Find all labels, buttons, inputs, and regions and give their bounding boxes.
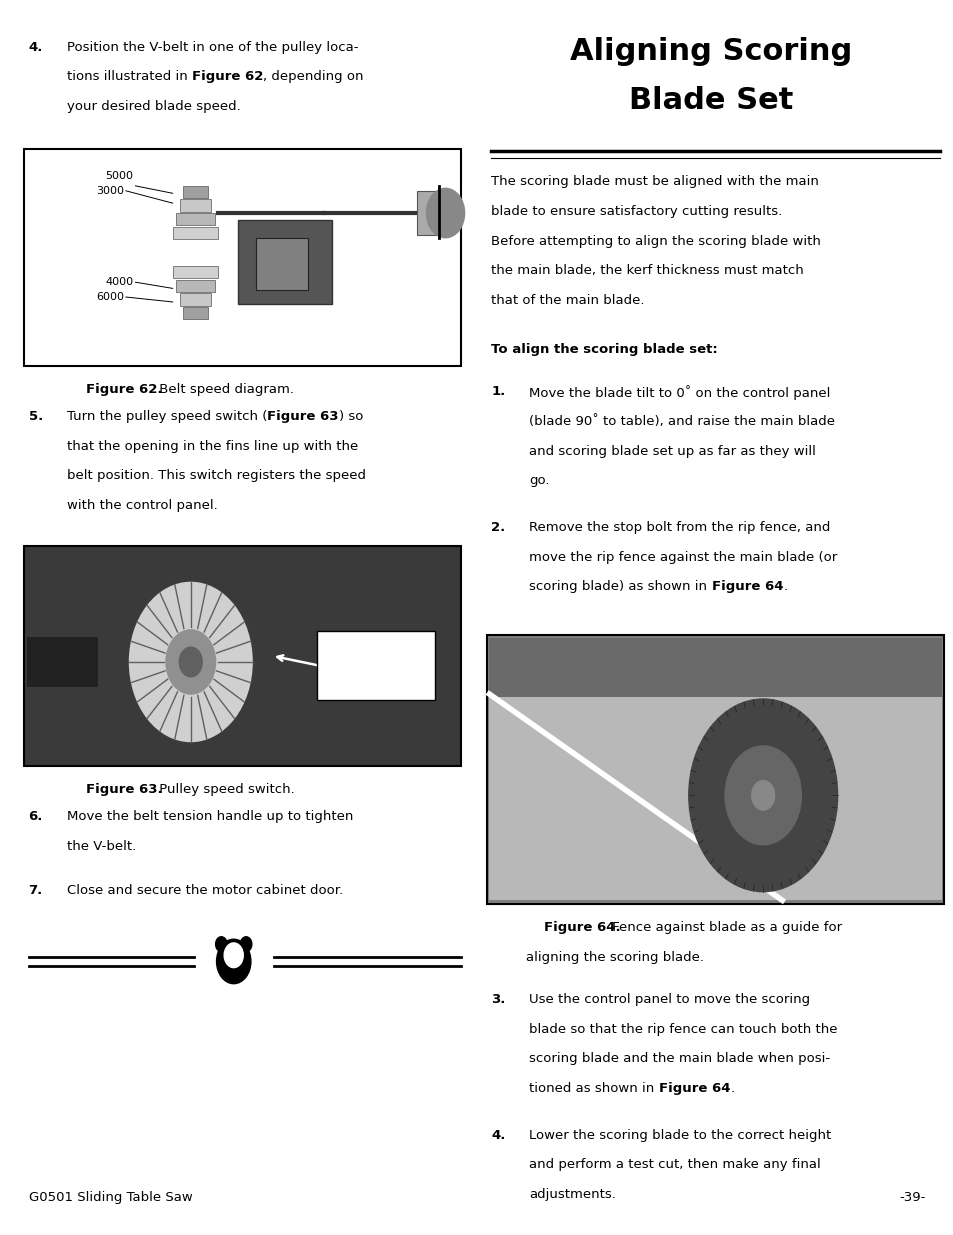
Circle shape (215, 937, 227, 952)
Text: 3000: 3000 (96, 185, 124, 196)
FancyBboxPatch shape (24, 149, 460, 366)
Text: 4000: 4000 (106, 277, 133, 288)
Text: go.: go. (529, 474, 549, 488)
Circle shape (751, 781, 774, 810)
Text: 2.: 2. (491, 521, 505, 535)
FancyBboxPatch shape (489, 697, 941, 900)
Text: and perform a test cut, then make any final: and perform a test cut, then make any fi… (529, 1158, 821, 1172)
Bar (183, 306, 208, 319)
Text: .: . (782, 580, 786, 594)
Text: Move the belt tension handle up to tighten: Move the belt tension handle up to tight… (67, 810, 353, 824)
Text: scoring blade and the main blade when posi-: scoring blade and the main blade when po… (529, 1052, 830, 1066)
Circle shape (240, 937, 252, 952)
Text: your desired blade speed.: your desired blade speed. (67, 100, 240, 114)
Text: blade to ensure satisfactory cutting results.: blade to ensure satisfactory cutting res… (491, 205, 781, 219)
Text: Figure 64.: Figure 64. (543, 921, 619, 935)
Text: Move the blade tilt to 0˚ on the control panel: Move the blade tilt to 0˚ on the control… (529, 385, 830, 400)
Circle shape (179, 647, 202, 677)
FancyBboxPatch shape (486, 635, 943, 904)
Text: Remove the stop bolt from the rip fence, and: Remove the stop bolt from the rip fence,… (529, 521, 830, 535)
FancyBboxPatch shape (316, 631, 435, 700)
Text: The scoring blade must be aligned with the main: The scoring blade must be aligned with t… (491, 175, 819, 189)
Text: To align the scoring blade set:: To align the scoring blade set: (491, 343, 718, 357)
Circle shape (129, 582, 253, 742)
Text: 6.: 6. (29, 810, 43, 824)
Text: (blade 90˚ to table), and raise the main blade: (blade 90˚ to table), and raise the main… (529, 415, 835, 429)
Text: and scoring blade set up as far as they will: and scoring blade set up as far as they … (529, 445, 816, 458)
FancyBboxPatch shape (238, 221, 332, 305)
Bar (172, 227, 218, 240)
Text: Figure 63.: Figure 63. (86, 783, 162, 797)
Text: adjustments.: adjustments. (529, 1188, 616, 1202)
FancyBboxPatch shape (24, 546, 460, 766)
Text: 7.: 7. (29, 884, 43, 898)
Bar (416, 190, 437, 236)
Text: tions illustrated in: tions illustrated in (67, 70, 192, 84)
Text: move the rip fence against the main blade (or: move the rip fence against the main blad… (529, 551, 837, 564)
Text: Use the control panel to move the scoring: Use the control panel to move the scorin… (529, 993, 810, 1007)
Text: Belt speed diagram.: Belt speed diagram. (154, 383, 294, 396)
Text: Position the V-belt in one of the pulley loca-: Position the V-belt in one of the pulley… (67, 41, 358, 54)
Text: Aligning Scoring: Aligning Scoring (569, 37, 851, 65)
Text: Figure 64: Figure 64 (659, 1082, 730, 1095)
Text: , depending on: , depending on (263, 70, 363, 84)
Text: 3.: 3. (491, 993, 505, 1007)
Text: 6000: 6000 (96, 291, 124, 303)
Circle shape (426, 189, 464, 238)
Text: scoring blade) as shown in: scoring blade) as shown in (529, 580, 711, 594)
Text: Close and secure the motor cabinet door.: Close and secure the motor cabinet door. (67, 884, 342, 898)
Text: 4.: 4. (491, 1129, 505, 1142)
Text: blade so that the rip fence can touch both the: blade so that the rip fence can touch bo… (529, 1023, 837, 1036)
Bar (179, 200, 212, 212)
Text: Pulley speed switch.: Pulley speed switch. (154, 783, 294, 797)
Text: aligning the scoring blade.: aligning the scoring blade. (526, 951, 703, 965)
Text: the V-belt.: the V-belt. (67, 840, 136, 853)
Circle shape (688, 699, 837, 892)
Text: tioned as shown in: tioned as shown in (529, 1082, 659, 1095)
Text: Blade Set: Blade Set (628, 86, 792, 115)
Text: that of the main blade.: that of the main blade. (491, 294, 644, 308)
Text: Figure 64: Figure 64 (711, 580, 782, 594)
Circle shape (166, 630, 215, 694)
Text: Figure 63: Figure 63 (267, 410, 338, 424)
Text: 4.: 4. (29, 41, 43, 54)
Text: G0501 Sliding Table Saw: G0501 Sliding Table Saw (29, 1191, 193, 1204)
Bar (179, 293, 212, 305)
Text: Figure 62.: Figure 62. (86, 383, 162, 396)
Text: Before attempting to align the scoring blade with: Before attempting to align the scoring b… (491, 235, 821, 248)
Bar (176, 214, 214, 226)
Bar (183, 186, 208, 198)
Text: belt position. This switch registers the speed: belt position. This switch registers the… (67, 469, 365, 483)
Text: Pulley Speed
Switch: Pulley Speed Switch (340, 655, 411, 677)
Circle shape (724, 746, 801, 845)
Text: Figure 62: Figure 62 (192, 70, 263, 84)
Text: 1.: 1. (491, 385, 505, 399)
Text: Fence against blade as a guide for: Fence against blade as a guide for (607, 921, 841, 935)
Text: -39-: -39- (898, 1191, 924, 1204)
Text: Turn the pulley speed switch (: Turn the pulley speed switch ( (67, 410, 267, 424)
Circle shape (224, 944, 243, 968)
Text: Lower the scoring blade to the correct height: Lower the scoring blade to the correct h… (529, 1129, 831, 1142)
Text: 5000: 5000 (106, 170, 133, 182)
Circle shape (216, 940, 251, 984)
Bar (176, 279, 214, 291)
Bar (172, 267, 218, 279)
Text: with the control panel.: with the control panel. (67, 499, 217, 513)
Text: the main blade, the kerf thickness must match: the main blade, the kerf thickness must … (491, 264, 803, 278)
Text: .: . (730, 1082, 734, 1095)
Text: ) so: ) so (338, 410, 363, 424)
FancyBboxPatch shape (27, 637, 98, 687)
FancyBboxPatch shape (255, 237, 308, 290)
FancyBboxPatch shape (489, 638, 941, 697)
Text: that the opening in the fins line up with the: that the opening in the fins line up wit… (67, 440, 357, 453)
Text: 5.: 5. (29, 410, 43, 424)
